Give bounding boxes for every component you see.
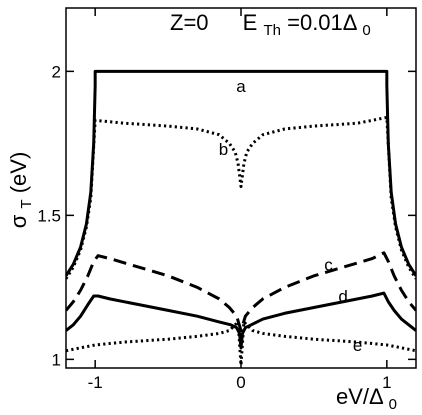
series-b-line [66, 115, 416, 280]
eth-val: =0.01Δ [287, 10, 358, 35]
y-axis-label-unit: (eV) [6, 152, 31, 194]
curve-label-d: d [338, 287, 347, 306]
x-axis-label-sub: 0 [389, 396, 397, 413]
series-d-line [66, 291, 416, 350]
y-tick-label: 1.5 [37, 206, 61, 225]
y-axis-label-sub: T [18, 199, 35, 208]
curve-label-c: c [324, 255, 333, 274]
y-tick-label: 2 [52, 62, 61, 81]
z-annotation: Z=0 [170, 10, 209, 35]
curve-label-a: a [236, 77, 246, 96]
x-tick-label: 1 [382, 373, 391, 392]
curve-labels-layer: a b cd e [219, 77, 363, 355]
series-layer [66, 69, 416, 367]
x-tick-label: 0 [236, 373, 245, 392]
series-c-line [66, 251, 416, 333]
y-axis-label: σ T (eV) [6, 152, 36, 229]
title-annotation: Z=0 E Th =0.01Δ 0 [170, 10, 371, 40]
x-axis-label-main: eV/Δ [336, 384, 384, 409]
eth-main: E [243, 10, 258, 35]
ticks-layer: -1 0 1 1 1.5 2 [37, 8, 416, 392]
eth-sub: Th [263, 22, 281, 39]
x-axis-label: eV/Δ 0 [336, 384, 397, 413]
y-axis-label-main: σ [6, 214, 31, 228]
series-a-line [66, 69, 416, 277]
curve-label-b: b [219, 140, 228, 159]
y-tick-label: 1 [52, 350, 61, 369]
series-e-line [66, 320, 416, 367]
eth-sub2: 0 [362, 22, 370, 39]
curve-label-e: e [353, 336, 362, 355]
x-tick-label: -1 [88, 373, 103, 392]
